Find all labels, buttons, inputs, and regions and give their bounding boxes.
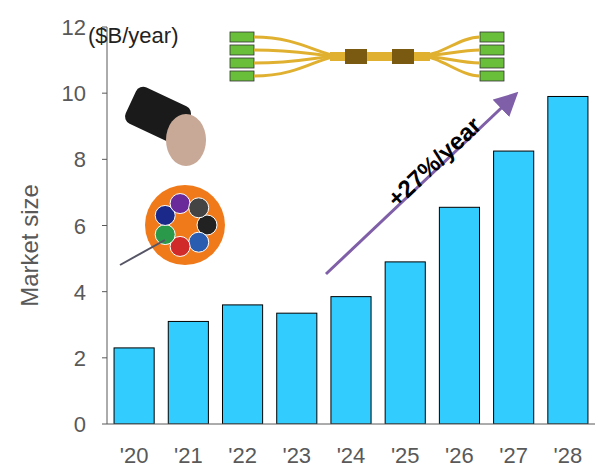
- connector-icon: [480, 58, 504, 68]
- y-tick-label: 8: [74, 147, 86, 172]
- conduit-icon: [145, 185, 225, 265]
- bar: [385, 262, 425, 424]
- y-tick-label: 2: [74, 346, 86, 371]
- bar: [168, 321, 208, 424]
- fiber-icon: [392, 49, 414, 64]
- y-tick-label: 4: [74, 280, 86, 305]
- unit-label: ($B/year): [88, 23, 178, 48]
- connector-icon: [480, 71, 504, 81]
- growth-arrow: [326, 96, 514, 274]
- bar: [548, 96, 588, 424]
- y-tick-label: 0: [74, 412, 86, 437]
- y-tick: [102, 424, 107, 425]
- bar: [114, 348, 154, 424]
- connector-icon: [230, 58, 254, 68]
- bar: [439, 207, 479, 424]
- x-tick-label: '26: [445, 443, 474, 468]
- x-axis: [107, 424, 595, 425]
- conduit-icon: [170, 194, 190, 214]
- x-tick-label: '21: [174, 443, 203, 468]
- x-tick-label: '22: [228, 443, 257, 468]
- bar: [331, 297, 371, 424]
- conduit-icon: [155, 225, 175, 245]
- y-tick: [102, 291, 107, 292]
- annotation: +27%/year: [382, 111, 486, 212]
- x-tick-label: '23: [282, 443, 311, 468]
- cable-icon: [166, 114, 206, 166]
- connector-icon: [230, 71, 254, 81]
- connector-icon: [230, 32, 254, 42]
- x-tick-label: '24: [337, 443, 366, 468]
- y-tick-label: 12: [62, 15, 86, 40]
- conduit-icon: [189, 232, 209, 252]
- connector-icon: [480, 32, 504, 42]
- conduit-icon: [189, 198, 209, 218]
- y-tick-label: 6: [74, 214, 86, 239]
- bar: [494, 151, 534, 424]
- y-tick: [102, 159, 107, 160]
- y-tick: [102, 93, 107, 94]
- x-tick-label: '27: [499, 443, 528, 468]
- bar: [277, 313, 317, 424]
- x-tick-label: '20: [120, 443, 149, 468]
- fiber-icon: [345, 49, 367, 64]
- chart: 0 2 4 6 8 10 12 '20 '21 '22 '23 '24 '25 '26 '27 '28 Mark…: [0, 0, 598, 473]
- connector-icon: [480, 45, 504, 55]
- y-axis-title: Market size: [16, 184, 43, 307]
- bars: [114, 96, 588, 424]
- y-tick: [102, 225, 107, 226]
- y-tick-label: 10: [62, 81, 86, 106]
- y-tick: [102, 357, 107, 358]
- x-tick-label: '25: [391, 443, 420, 468]
- connector-icon: [230, 45, 254, 55]
- x-tick-label: '28: [554, 443, 583, 468]
- conduit-icon: [120, 240, 165, 265]
- bar: [222, 305, 262, 424]
